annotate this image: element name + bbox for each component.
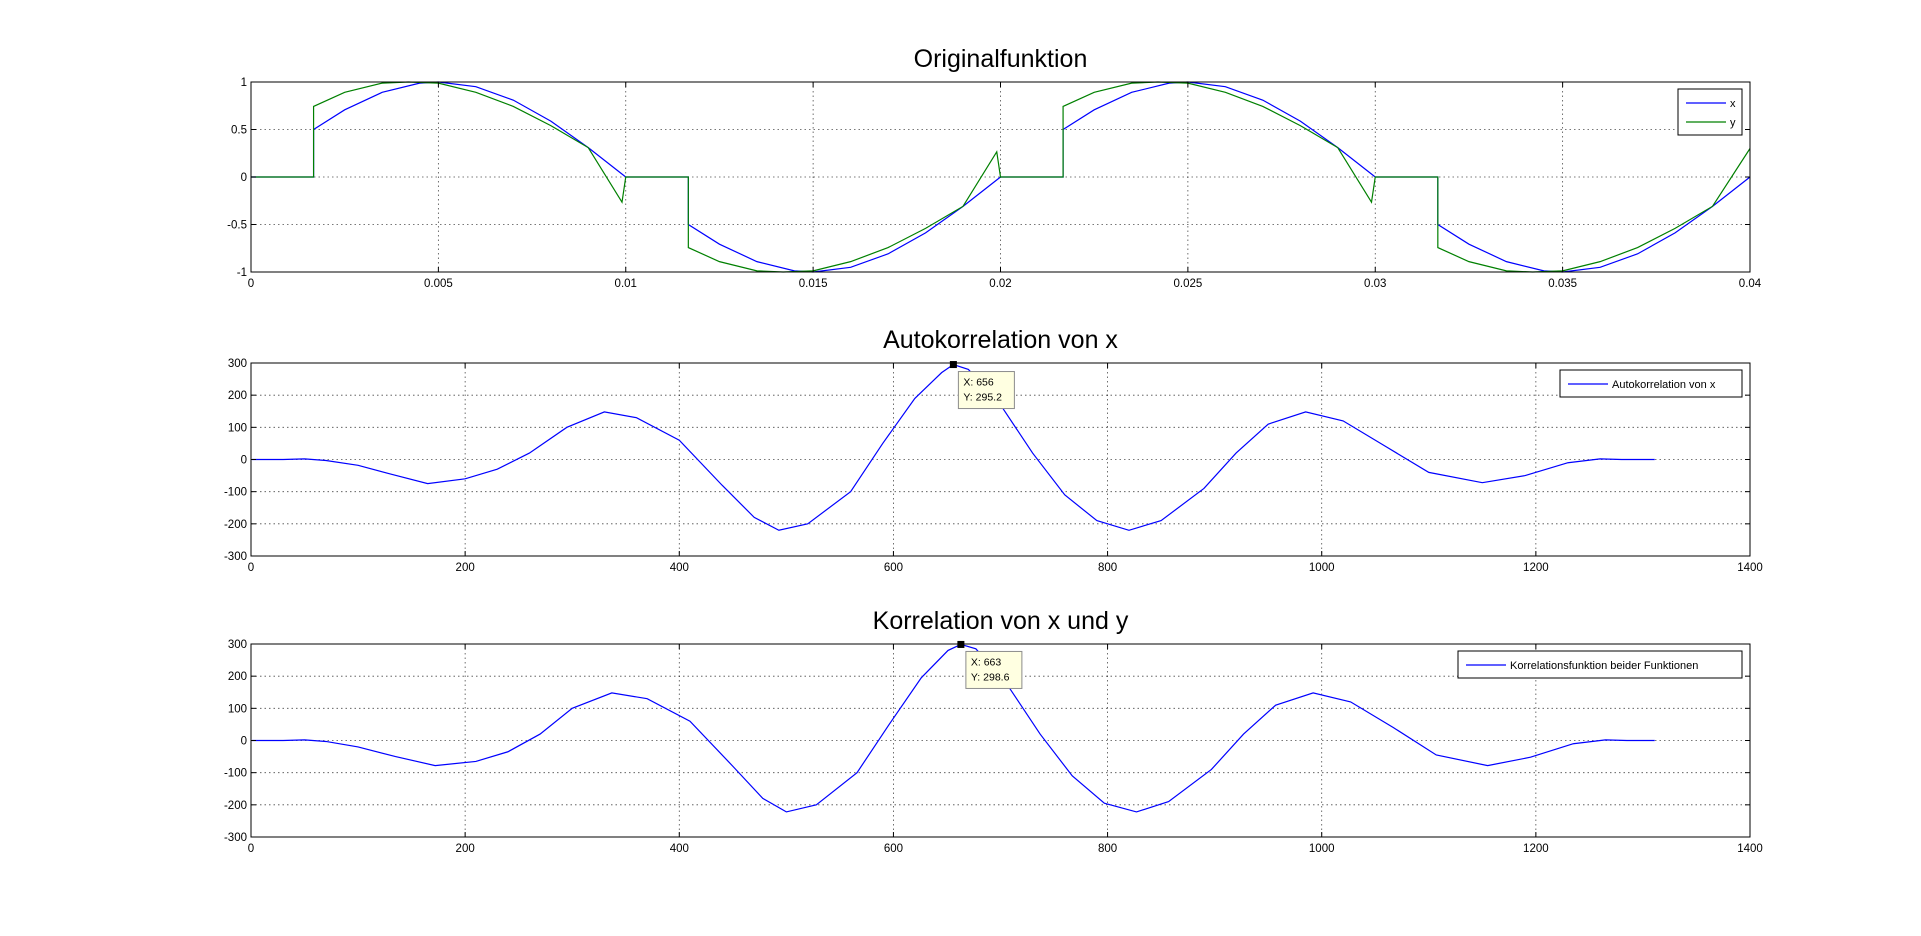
datatip-x: X: 663 [971,656,1002,668]
y-tick-label: 300 [228,358,247,370]
series-line-1 [252,643,1655,813]
x-tick-label: 0 [248,278,254,290]
y-tick-label: -200 [224,519,247,531]
datatip-x: X: 656 [963,377,994,389]
x-tick-label: 0.035 [1548,278,1577,290]
chart-1: 0 0.005 0.01 0.015 0.02 0.025 0.03 0.035 0.04 -1 -… [227,45,1762,290]
datatip-box [965,650,1023,689]
x-tick-label: 600 [884,562,903,574]
legend: Autokorrelation von x [1559,369,1743,398]
legend-box [1677,88,1743,136]
datatip-y: Y: 295.2 [963,392,1002,404]
x-tick-label: 200 [456,843,475,855]
x-tick-label: 0.025 [1173,278,1202,290]
x-tick-label: 1000 [1309,562,1335,574]
datatip-marker [957,640,965,648]
x-tick-label: 0 [248,843,254,855]
x-tick-label: 1200 [1523,562,1549,574]
chart-title: Originalfunktion [914,45,1088,73]
x-tick-label: 800 [1098,843,1117,855]
series-line-1 [252,363,1655,531]
y-tick-label: 200 [228,390,247,402]
x-tick-label: 0 [248,562,254,574]
y-tick-label: -100 [224,487,247,499]
x-tick-label: 600 [884,843,903,855]
legend-entry: Korrelationsfunktion beider Funktionen [1510,660,1698,672]
x-tick-label: 400 [670,562,689,574]
y-tick-label: -100 [224,768,247,780]
y-tick-label: 1 [241,77,247,89]
legend: xy [1677,88,1743,136]
x-tick-label: 0.005 [424,278,453,290]
y-tick-label: 300 [228,639,247,651]
y-tick-label: 0.5 [231,125,247,137]
y-tick-label: 100 [228,422,247,434]
y-tick-label: -200 [224,800,247,812]
series-line-2 [251,81,1751,273]
datatip-y: Y: 298.6 [971,671,1010,683]
x-tick-label: 200 [456,562,475,574]
x-tick-label: 400 [670,843,689,855]
legend-entry: Autokorrelation von x [1612,379,1716,391]
x-tick-label: 1400 [1737,562,1763,574]
x-tick-label: 0.03 [1364,278,1386,290]
y-tick-label: -1 [237,267,247,279]
y-tick-label: 100 [228,703,247,715]
x-tick-label: 0.04 [1739,278,1762,290]
x-tick-label: 1200 [1523,843,1549,855]
datatip-box [957,371,1015,410]
x-tick-label: 1000 [1309,843,1335,855]
chart-2: 0 200 400 600 800 1000 1200 1400 -300 -200 -100 0 10… [224,326,1763,574]
chart-title: Autokorrelation von x [883,326,1118,354]
x-tick-label: 0.01 [615,278,637,290]
chart-title: Korrelation von x und y [873,607,1129,635]
y-tick-label: -300 [224,551,247,563]
y-tick-label: -300 [224,832,247,844]
x-tick-label: 0.02 [989,278,1011,290]
y-tick-label: -0.5 [227,220,247,232]
y-tick-label: 200 [228,671,247,683]
datatip: X: 656 Y: 295.2 [949,361,1015,410]
datatip-marker [949,361,957,369]
x-tick-label: 1400 [1737,843,1763,855]
datatip: X: 663 Y: 298.6 [957,640,1023,689]
y-tick-label: 0 [241,455,247,467]
legend: Korrelationsfunktion beider Funktionen [1457,650,1743,679]
legend-entry: x [1730,98,1736,110]
y-tick-label: 0 [241,172,247,184]
x-tick-label: 800 [1098,562,1117,574]
y-tick-label: 0 [241,736,247,748]
x-tick-label: 0.015 [799,278,828,290]
legend-entry: y [1730,117,1736,129]
chart-3: 0 200 400 600 800 1000 1200 1400 -300 -200 -100 0 10… [224,607,1763,855]
